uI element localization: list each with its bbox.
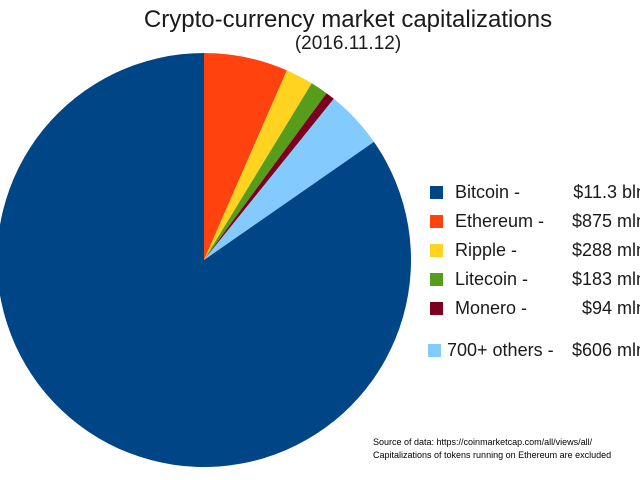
legend-label: Bitcoin - bbox=[455, 182, 521, 202]
legend-value: $288 mln bbox=[571, 240, 640, 260]
legend-value: $875 mln bbox=[571, 211, 640, 231]
legend-swatch-bitcoin bbox=[430, 186, 443, 199]
pie-slice-ethereum bbox=[204, 53, 287, 260]
legend-row-ethereum: Ethereum - $875 mln bbox=[428, 207, 640, 236]
legend-label: Ethereum - bbox=[455, 211, 545, 231]
pie-slice-litecoin bbox=[204, 83, 327, 260]
legend-row-litecoin: Litecoin - $183 mln bbox=[428, 265, 640, 294]
legend-value: $183 mln bbox=[571, 269, 640, 289]
legend-row-bitcoin: Bitcoin - $11.3 bln bbox=[428, 178, 640, 207]
legend-row-others: 700+ others - $606 mln bbox=[428, 336, 640, 365]
legend-label: 700+ others - bbox=[447, 340, 554, 360]
legend-value: $11.3 bln bbox=[573, 182, 640, 202]
legend-label: Litecoin - bbox=[455, 269, 529, 289]
legend-label: Monero - bbox=[455, 298, 528, 318]
source-note: Source of data: https://coinmarketcap.co… bbox=[373, 436, 611, 462]
source-note-line1: Source of data: https://coinmarketcap.co… bbox=[373, 437, 593, 447]
chart-subtitle: (2016.11.12) bbox=[294, 33, 402, 54]
legend-swatch-litecoin bbox=[430, 273, 443, 286]
legend-swatch-monero bbox=[430, 302, 443, 315]
legend-row-ripple: Ripple - $288 mln bbox=[428, 236, 640, 265]
legend-swatch-others bbox=[428, 344, 441, 357]
pie-slice-ripple bbox=[204, 70, 312, 260]
pie-slice-monero bbox=[204, 93, 334, 260]
pie-slice-bitcoin bbox=[0, 53, 411, 467]
legend-swatch-ethereum bbox=[430, 215, 443, 228]
legend-swatch-ripple bbox=[430, 244, 443, 257]
legend: Bitcoin - $11.3 bln Ethereum - $875 mln … bbox=[428, 178, 640, 365]
pie-slice-700-others bbox=[204, 98, 374, 261]
legend-label: Ripple - bbox=[455, 240, 518, 260]
source-note-line2: Capitalizations of tokens running on Eth… bbox=[373, 450, 612, 460]
chart-title: Crypto-currency market capitalizations bbox=[143, 6, 553, 33]
legend-value: $94 mln bbox=[581, 298, 640, 318]
legend-value: $606 mln bbox=[571, 340, 640, 360]
legend-row-monero: Monero - $94 mln bbox=[428, 294, 640, 323]
